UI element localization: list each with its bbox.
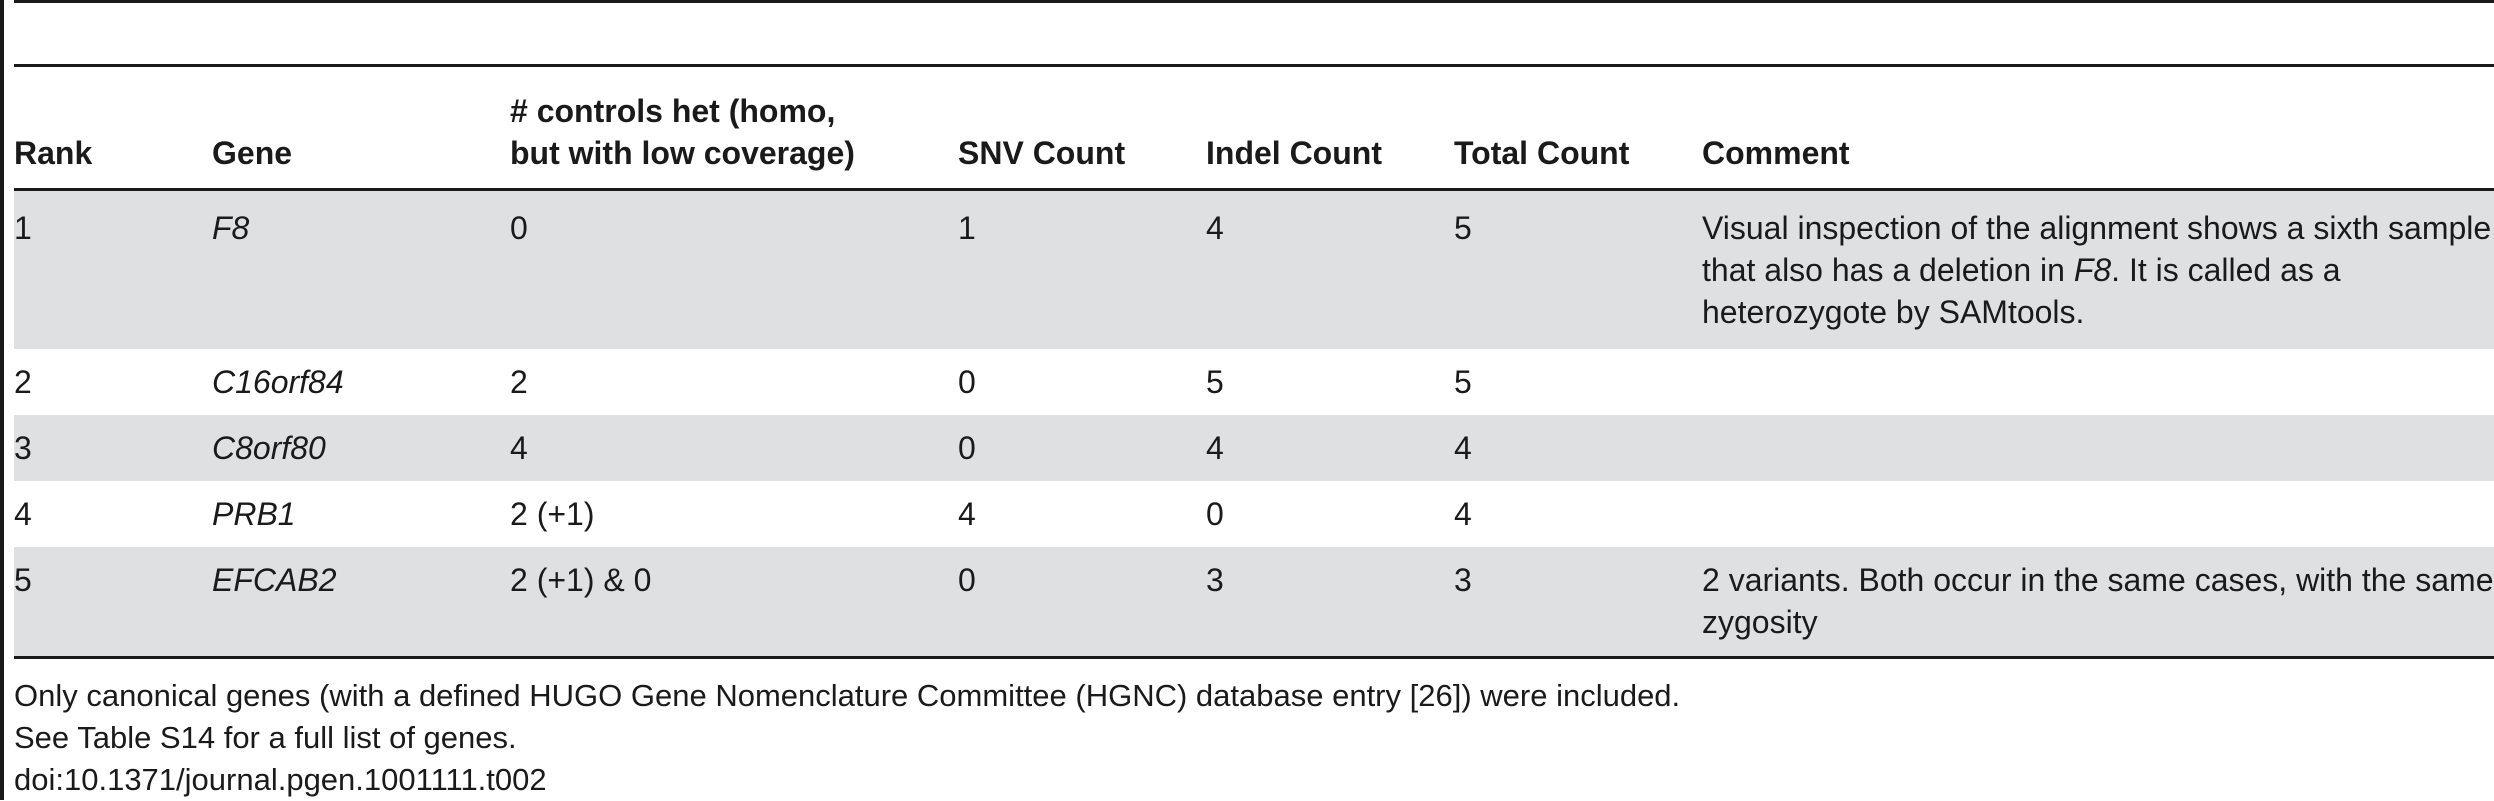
- cell-rank: 4: [14, 496, 32, 532]
- cell-gene: PRB1: [212, 496, 296, 532]
- header-row: Rank Gene # controls het (homo, but with…: [14, 65, 2494, 190]
- header-indel-count: Indel Count: [1206, 135, 1382, 171]
- cell-comment: 2 variants. Both occur in the same cases…: [1702, 562, 2494, 640]
- cell-rank: 2: [14, 364, 32, 400]
- cell-indel-count: 3: [1206, 562, 1224, 598]
- header-total-count: Total Count: [1454, 135, 1630, 171]
- table-row: 2 C16orf84 2 0 5 5: [14, 349, 2494, 415]
- cell-total-count: 4: [1454, 430, 1472, 466]
- table-row: 4 PRB1 2 (+1) 4 0 4: [14, 481, 2494, 547]
- cell-gene: C16orf84: [212, 364, 344, 400]
- cell-rank: 1: [14, 210, 32, 246]
- cell-comment: [1702, 349, 2494, 415]
- cell-gene: C8orf80: [212, 430, 326, 466]
- cell-rank: 5: [14, 562, 32, 598]
- table-header: Rank Gene # controls het (homo, but with…: [14, 65, 2494, 190]
- cell-controls: 2 (+1): [510, 496, 595, 532]
- header-comment: Comment: [1702, 135, 1850, 171]
- cell-indel-count: 4: [1206, 430, 1224, 466]
- table-row: 3 C8orf80 4 0 4 4: [14, 415, 2494, 481]
- header-rank: Rank: [14, 135, 93, 171]
- table-row: 5 EFCAB2 2 (+1) & 0 0 3 3 2 variants. Bo…: [14, 547, 2494, 658]
- comment-text-pre: Visual inspection of the alignment shows…: [1702, 210, 2492, 288]
- cell-indel-count: 0: [1206, 496, 1224, 532]
- header-controls-line1: # controls het (homo,: [510, 93, 836, 129]
- comment-gene: F8: [2073, 252, 2112, 288]
- table-top-rule: [14, 0, 2494, 3]
- cell-comment: [1702, 481, 2494, 547]
- header-gene: Gene: [212, 135, 293, 171]
- cell-comment: Visual inspection of the alignment shows…: [1702, 190, 2494, 350]
- cell-gene: F8: [212, 210, 250, 246]
- cell-controls: 4: [510, 430, 528, 466]
- cell-total-count: 4: [1454, 496, 1472, 532]
- footnote-see-table: See Table S14 for a full list of genes.: [14, 720, 517, 755]
- header-snv-count: SNV Count: [958, 135, 1126, 171]
- header-controls-line2: but with low coverage): [510, 135, 855, 171]
- cell-indel-count: 4: [1206, 210, 1224, 246]
- cell-snv-count: 0: [958, 562, 976, 598]
- cell-snv-count: 0: [958, 430, 976, 466]
- gene-ranking-table: Rank Gene # controls het (homo, but with…: [14, 64, 2494, 659]
- table-body: 1 F8 0 1 4 5 Visual inspection of the al…: [14, 189, 2494, 658]
- footnote-canonical-genes: Only canonical genes (with a defined HUG…: [14, 678, 1681, 713]
- cell-total-count: 3: [1454, 562, 1472, 598]
- cell-rank: 3: [14, 430, 32, 466]
- cell-controls: 2 (+1) & 0: [510, 562, 652, 598]
- cell-snv-count: 0: [958, 364, 976, 400]
- table-row: 1 F8 0 1 4 5 Visual inspection of the al…: [14, 189, 2494, 350]
- cell-controls: 2: [510, 364, 528, 400]
- cell-indel-count: 5: [1206, 364, 1224, 400]
- cell-total-count: 5: [1454, 210, 1472, 246]
- cell-controls: 0: [510, 210, 528, 246]
- table-footnotes: Only canonical genes (with a defined HUG…: [14, 675, 1680, 801]
- cell-total-count: 5: [1454, 364, 1472, 400]
- header-controls: # controls het (homo, but with low cover…: [510, 66, 958, 190]
- cell-comment: [1702, 415, 2494, 481]
- gene-ranking-table-container: Rank Gene # controls het (homo, but with…: [14, 64, 2494, 659]
- page-left-border: [0, 0, 4, 800]
- comment-text-post: . It is called as a heterozygote by SAMt…: [1702, 252, 2341, 330]
- cell-snv-count: 4: [958, 496, 976, 532]
- footnote-doi: doi:10.1371/journal.pgen.1001111.t002: [14, 762, 547, 797]
- cell-gene: EFCAB2: [212, 562, 337, 598]
- cell-snv-count: 1: [958, 210, 976, 246]
